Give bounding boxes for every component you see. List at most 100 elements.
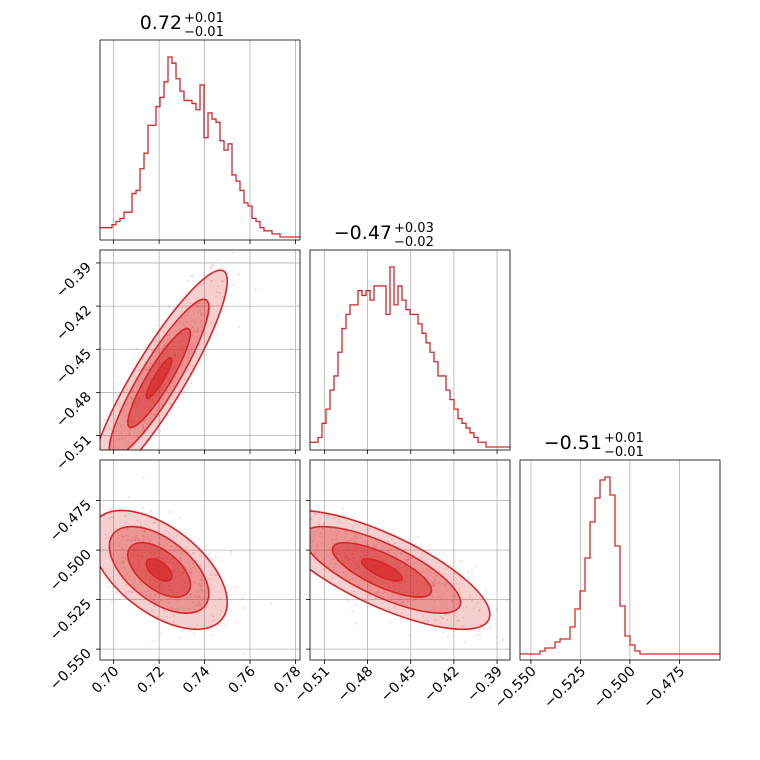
sample-point bbox=[169, 403, 172, 406]
contour-level-4 bbox=[145, 357, 173, 400]
sample-point bbox=[514, 616, 516, 618]
sample-point bbox=[109, 507, 112, 510]
sample-point bbox=[352, 532, 355, 535]
sample-point bbox=[115, 430, 118, 432]
sample-point bbox=[272, 525, 274, 527]
sample-point bbox=[126, 539, 129, 542]
sample-point bbox=[138, 539, 140, 542]
sample-point bbox=[405, 548, 408, 551]
sample-point bbox=[197, 327, 200, 330]
sample-point bbox=[210, 633, 213, 636]
sample-point bbox=[355, 622, 358, 625]
sample-point bbox=[131, 538, 134, 541]
sample-point bbox=[445, 607, 448, 610]
panel-title-median: −0.51 bbox=[544, 432, 602, 454]
sample-point bbox=[126, 388, 129, 391]
sample-point bbox=[109, 516, 112, 519]
sample-point bbox=[429, 568, 432, 571]
sample-point bbox=[143, 531, 146, 533]
sample-point bbox=[321, 536, 324, 539]
sample-point bbox=[378, 537, 381, 540]
sample-point bbox=[153, 343, 156, 346]
sample-point bbox=[107, 453, 109, 455]
sample-point bbox=[157, 541, 160, 544]
sample-point bbox=[304, 595, 306, 597]
sample-point bbox=[186, 596, 189, 599]
sample-point bbox=[217, 624, 220, 626]
sample-point bbox=[150, 362, 153, 365]
sample-point bbox=[188, 630, 191, 633]
sample-point bbox=[178, 328, 181, 331]
sample-point bbox=[120, 437, 123, 440]
sample-point bbox=[257, 244, 259, 246]
sample-point bbox=[146, 535, 149, 537]
sample-point bbox=[97, 565, 99, 567]
sample-point bbox=[438, 570, 441, 573]
y-tick-label: −0.550 bbox=[47, 646, 95, 694]
sample-point bbox=[342, 571, 345, 574]
sample-point bbox=[103, 475, 105, 477]
sample-point bbox=[210, 574, 213, 576]
sample-point bbox=[162, 397, 165, 400]
sample-point bbox=[210, 266, 212, 269]
x-tick-label: −0.475 bbox=[640, 664, 688, 712]
sample-point bbox=[184, 566, 187, 569]
sample-point bbox=[375, 592, 378, 595]
sample-point bbox=[457, 619, 460, 621]
sample-point bbox=[321, 527, 324, 530]
sample-point bbox=[85, 494, 87, 496]
y-tick-label: −0.51 bbox=[53, 432, 95, 474]
sample-point bbox=[453, 594, 456, 597]
sample-point bbox=[163, 609, 166, 612]
sample-point bbox=[393, 542, 396, 545]
sample-point bbox=[150, 609, 153, 612]
sample-point bbox=[355, 536, 358, 539]
panel-title-lower-error: −0.02 bbox=[394, 235, 434, 250]
sample-point bbox=[203, 596, 206, 599]
sample-point bbox=[132, 582, 135, 585]
sample-point bbox=[180, 297, 183, 300]
sample-point bbox=[184, 326, 187, 329]
sample-point bbox=[163, 344, 166, 347]
y-tick-label: −0.45 bbox=[53, 346, 95, 388]
y-tick-label: −0.48 bbox=[53, 389, 95, 431]
sample-point bbox=[199, 320, 202, 322]
sample-point bbox=[264, 491, 266, 493]
sample-point bbox=[122, 407, 125, 410]
sample-point bbox=[311, 540, 314, 543]
sample-point bbox=[412, 599, 414, 602]
sample-point bbox=[64, 547, 66, 549]
sample-point bbox=[335, 538, 337, 541]
sample-point bbox=[189, 274, 192, 277]
sample-point bbox=[322, 568, 325, 571]
sample-point bbox=[237, 326, 240, 329]
sample-point bbox=[108, 427, 111, 430]
sample-point bbox=[501, 640, 504, 642]
sample-point bbox=[172, 380, 175, 383]
sample-point bbox=[110, 599, 113, 602]
sample-point bbox=[85, 482, 87, 484]
sample-point bbox=[87, 488, 89, 490]
sample-point bbox=[215, 574, 218, 577]
sample-point bbox=[121, 560, 124, 563]
sample-point bbox=[192, 325, 194, 328]
sample-point bbox=[352, 526, 355, 529]
sample-point bbox=[143, 419, 146, 422]
sample-point bbox=[96, 459, 98, 461]
x-tick-label: 0.72 bbox=[135, 664, 168, 697]
sample-point bbox=[435, 619, 438, 622]
sample-point bbox=[137, 538, 140, 540]
sample-point bbox=[287, 491, 289, 493]
sample-point bbox=[189, 593, 192, 596]
sample-point bbox=[334, 563, 337, 566]
sample-point bbox=[400, 618, 403, 621]
sample-point bbox=[191, 275, 194, 278]
x-tick-label: 0.76 bbox=[225, 663, 258, 696]
sample-point bbox=[152, 413, 155, 416]
sample-point bbox=[77, 467, 79, 469]
sample-point bbox=[199, 584, 202, 587]
sample-point bbox=[185, 321, 188, 323]
sample-point bbox=[107, 470, 109, 472]
sample-point bbox=[144, 368, 147, 371]
